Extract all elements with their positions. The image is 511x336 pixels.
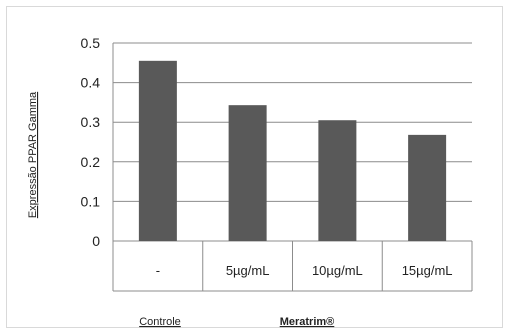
group-label-meratrim: Meratrim®: [280, 316, 335, 328]
category-label: -: [156, 263, 160, 278]
y-tick-label: 0.4: [81, 75, 101, 91]
bar: [228, 105, 267, 241]
y-tick-labels: 0 0.1 0.2 0.3 0.4 0.5: [81, 35, 101, 249]
y-tick-label: 0.5: [81, 35, 101, 51]
bar: [138, 60, 177, 241]
category-label: 10µg/mL: [312, 263, 363, 278]
category-label: 15µg/mL: [402, 263, 453, 278]
bar: [318, 120, 357, 241]
bars: [138, 60, 447, 241]
category-labels: - 5µg/mL 10µg/mL 15µg/mL: [156, 263, 453, 278]
y-tick-label: 0.2: [81, 154, 101, 170]
category-table: [112, 43, 473, 292]
bar: [408, 134, 447, 241]
group-label-controle: Controle: [139, 316, 181, 328]
category-label: 5µg/mL: [226, 263, 270, 278]
y-tick-label: 0.1: [81, 193, 101, 209]
y-tick-label: 0: [92, 233, 100, 249]
y-axis-label: Expressão PPAR Gamma: [27, 91, 39, 218]
y-tick-label: 0.3: [81, 114, 101, 130]
